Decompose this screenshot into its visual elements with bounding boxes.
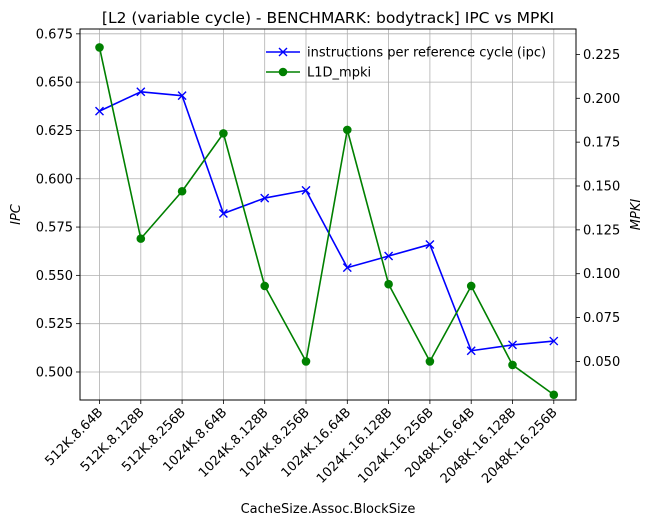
y-right-tick-label: 0.175 — [583, 136, 620, 151]
data-point — [301, 357, 311, 366]
grid — [80, 29, 576, 400]
y-left-tick-label: 0.625 — [36, 124, 73, 139]
y-right-tick-label: 0.100 — [583, 267, 620, 282]
x-tick-label: 2048K.16.128B — [438, 405, 519, 486]
data-point — [342, 263, 352, 273]
y-left-tick-label: 0.575 — [36, 221, 73, 236]
data-point — [508, 340, 517, 350]
series-line — [98, 47, 555, 396]
y-left-tick-label: 0.600 — [36, 172, 73, 187]
data-point — [95, 43, 104, 52]
series-line — [99, 91, 554, 352]
legend-item: L1D_mpki — [266, 66, 371, 81]
series-layer — [95, 43, 559, 400]
chart-title: [L2 (variable cycle) - BENCHMARK: bodytr… — [102, 9, 554, 27]
data-point — [177, 91, 187, 101]
y-left-tick-label: 0.525 — [36, 317, 73, 332]
data-point — [136, 87, 146, 97]
data-point — [508, 360, 517, 370]
y-axis-right-title: MPKI — [629, 199, 644, 231]
data-point — [218, 209, 228, 219]
series-1 — [95, 87, 559, 356]
data-point — [466, 281, 476, 291]
x-tick-label: 1024K.16.256B — [355, 405, 436, 486]
legend: instructions per reference cycle (ipc) L1… — [266, 46, 546, 81]
data-point — [384, 251, 394, 261]
right-axis: 0.050 0.075 0.100 0.125 0.150 0.175 0.200 0.225 — [576, 48, 620, 370]
data-point — [549, 336, 559, 346]
legend-label: instructions per reference cycle (ipc) — [307, 46, 546, 61]
left-axis: 0.500 0.525 0.550 0.575 0.600 0.625 0.650 0.675 — [36, 27, 80, 380]
x-tick-label: 1024K.16.128B — [314, 405, 395, 486]
data-point — [260, 281, 270, 291]
data-point — [95, 106, 104, 116]
y-right-tick-label: 0.075 — [583, 311, 620, 326]
legend-marker-circle-icon — [278, 67, 288, 77]
data-point — [425, 357, 435, 366]
y-right-tick-label: 0.225 — [583, 48, 620, 63]
data-point — [136, 234, 146, 243]
data-point — [425, 239, 435, 249]
plot-frame — [79, 28, 577, 401]
data-point — [301, 185, 311, 195]
data-point — [384, 279, 393, 289]
series-2 — [95, 43, 559, 400]
x-axis-title: CacheSize.Assoc.BlockSize — [241, 502, 416, 517]
data-point — [466, 346, 476, 356]
data-point — [343, 125, 352, 135]
x-axis: 512K.8.64B512K.8.128B512K.8.256B1024K.8.… — [42, 400, 561, 487]
data-point — [260, 193, 270, 203]
y-right-tick-label: 0.200 — [583, 92, 620, 107]
legend-marker-x-icon — [278, 47, 288, 57]
y-right-tick-label: 0.050 — [583, 355, 620, 370]
y-left-tick-label: 0.500 — [36, 365, 73, 380]
y-left-tick-label: 0.550 — [36, 269, 73, 284]
data-point — [177, 186, 187, 196]
y-left-tick-label: 0.650 — [36, 76, 73, 91]
data-point — [549, 390, 559, 400]
legend-item: instructions per reference cycle (ipc) — [266, 46, 546, 61]
data-point — [219, 129, 228, 138]
y-right-tick-label: 0.125 — [583, 223, 620, 238]
y-right-tick-label: 0.150 — [583, 179, 620, 194]
x-tick-label: 2048K.16.256B — [479, 405, 560, 486]
legend-label: L1D_mpki — [307, 66, 371, 81]
y-axis-left-title: IPC — [9, 203, 24, 225]
y-left-tick-label: 0.675 — [36, 27, 73, 42]
